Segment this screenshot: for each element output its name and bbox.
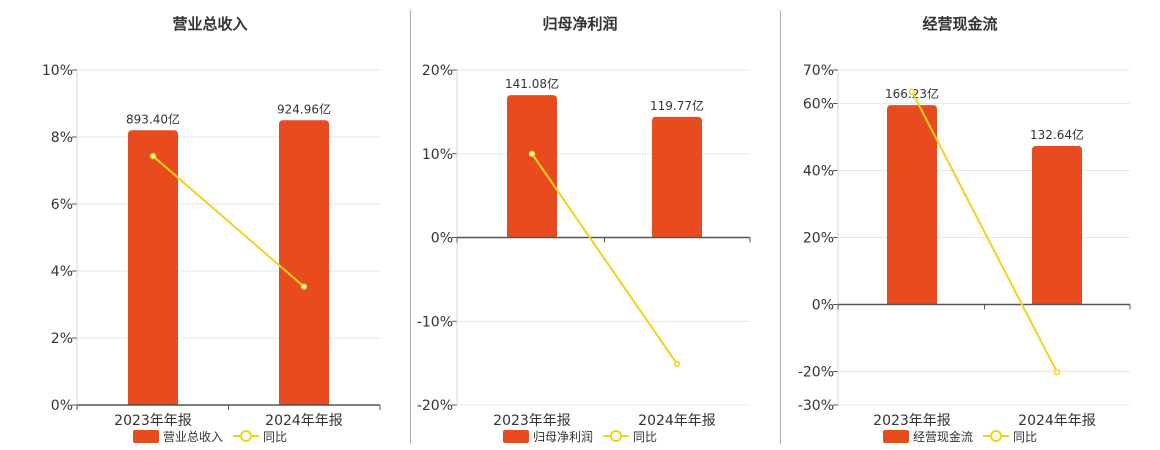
legend-line-label: 同比	[263, 430, 287, 444]
line-series	[911, 91, 1058, 373]
line-point	[1053, 368, 1061, 376]
bar-value-label: 119.77亿	[650, 98, 704, 113]
bar	[887, 105, 937, 305]
legend-bar-label: 营业总收入	[163, 430, 223, 444]
line-point	[300, 283, 308, 290]
line-point	[528, 150, 536, 157]
bar-value-label: 141.08亿	[505, 76, 559, 91]
y-tick-label: 4%	[51, 264, 73, 280]
divider	[780, 10, 781, 444]
y-tick-label: 0%	[51, 398, 73, 414]
y-tick-label: 40%	[803, 164, 834, 180]
x-tick-label: 2024年年报	[265, 413, 343, 429]
chart-revenue: 营业总收入 0% 2% 4% 6% 8% 10% 893.40亿 924.96亿 2023年年报 2…	[42, 15, 381, 444]
legend-line-label: 同比	[1013, 430, 1037, 444]
chart-cashflow: 经营现金流-30%-20%0%20%40%60%70%166.23亿132.64…	[798, 15, 1131, 444]
chart-net-profit: 归母净利润 -20% -10% 0% 10% 20% 141.08亿 119.77亿 2023年…	[417, 15, 751, 444]
x-tick-label: 2023年年报	[873, 413, 951, 429]
divider	[410, 10, 411, 444]
bar	[507, 95, 557, 238]
line-point	[149, 152, 157, 160]
legend-line-marker	[990, 430, 1002, 442]
legend-line-label: 同比	[633, 430, 657, 444]
legend-line-marker	[610, 430, 622, 442]
legend-line-marker	[240, 430, 252, 442]
line-series	[152, 155, 305, 288]
y-tick-label: 0%	[431, 231, 453, 247]
x-tick-label: 2024年年报	[1018, 413, 1096, 429]
line-point	[908, 88, 916, 96]
bar	[128, 130, 178, 406]
y-tick-label: 20%	[803, 231, 834, 247]
y-tick-label: -20%	[798, 365, 834, 381]
y-tick-label: 2%	[51, 331, 73, 347]
bar	[1032, 146, 1082, 305]
legend-bar-swatch	[883, 430, 909, 443]
legend-bar-swatch	[133, 430, 159, 443]
chart-title: 营业总收入	[172, 15, 247, 33]
chart-title: 归母净利润	[542, 15, 617, 33]
x-tick-label: 2024年年报	[638, 413, 716, 429]
y-tick-label: -30%	[798, 398, 834, 414]
y-tick-label: 20%	[422, 63, 453, 79]
y-tick-label: 10%	[422, 147, 453, 163]
y-tick-label: 60%	[803, 97, 834, 113]
y-tick-label: -10%	[417, 314, 453, 330]
x-tick-label: 2023年年报	[114, 413, 192, 429]
bar	[279, 120, 329, 405]
line-series	[531, 153, 678, 365]
chart-title: 经营现金流	[922, 15, 997, 33]
y-tick-label: 6%	[51, 197, 73, 213]
legend-bar-label: 归母净利润	[533, 430, 593, 444]
bar-value-label: 924.96亿	[277, 101, 331, 116]
y-tick-label: 8%	[51, 130, 73, 146]
line-point	[673, 360, 681, 368]
bar-value-label: 893.40亿	[126, 111, 180, 126]
y-tick-label: -20%	[417, 398, 453, 414]
bar	[652, 116, 702, 238]
legend-bar-label: 经营现金流	[913, 429, 973, 444]
bar-value-label: 132.64亿	[1030, 127, 1084, 142]
y-tick-label: 0%	[812, 298, 834, 314]
y-tick-label: 70%	[803, 63, 834, 79]
y-tick-label: 10%	[42, 63, 73, 79]
legend-bar-swatch	[503, 430, 529, 443]
x-tick-label: 2023年年报	[493, 413, 571, 429]
